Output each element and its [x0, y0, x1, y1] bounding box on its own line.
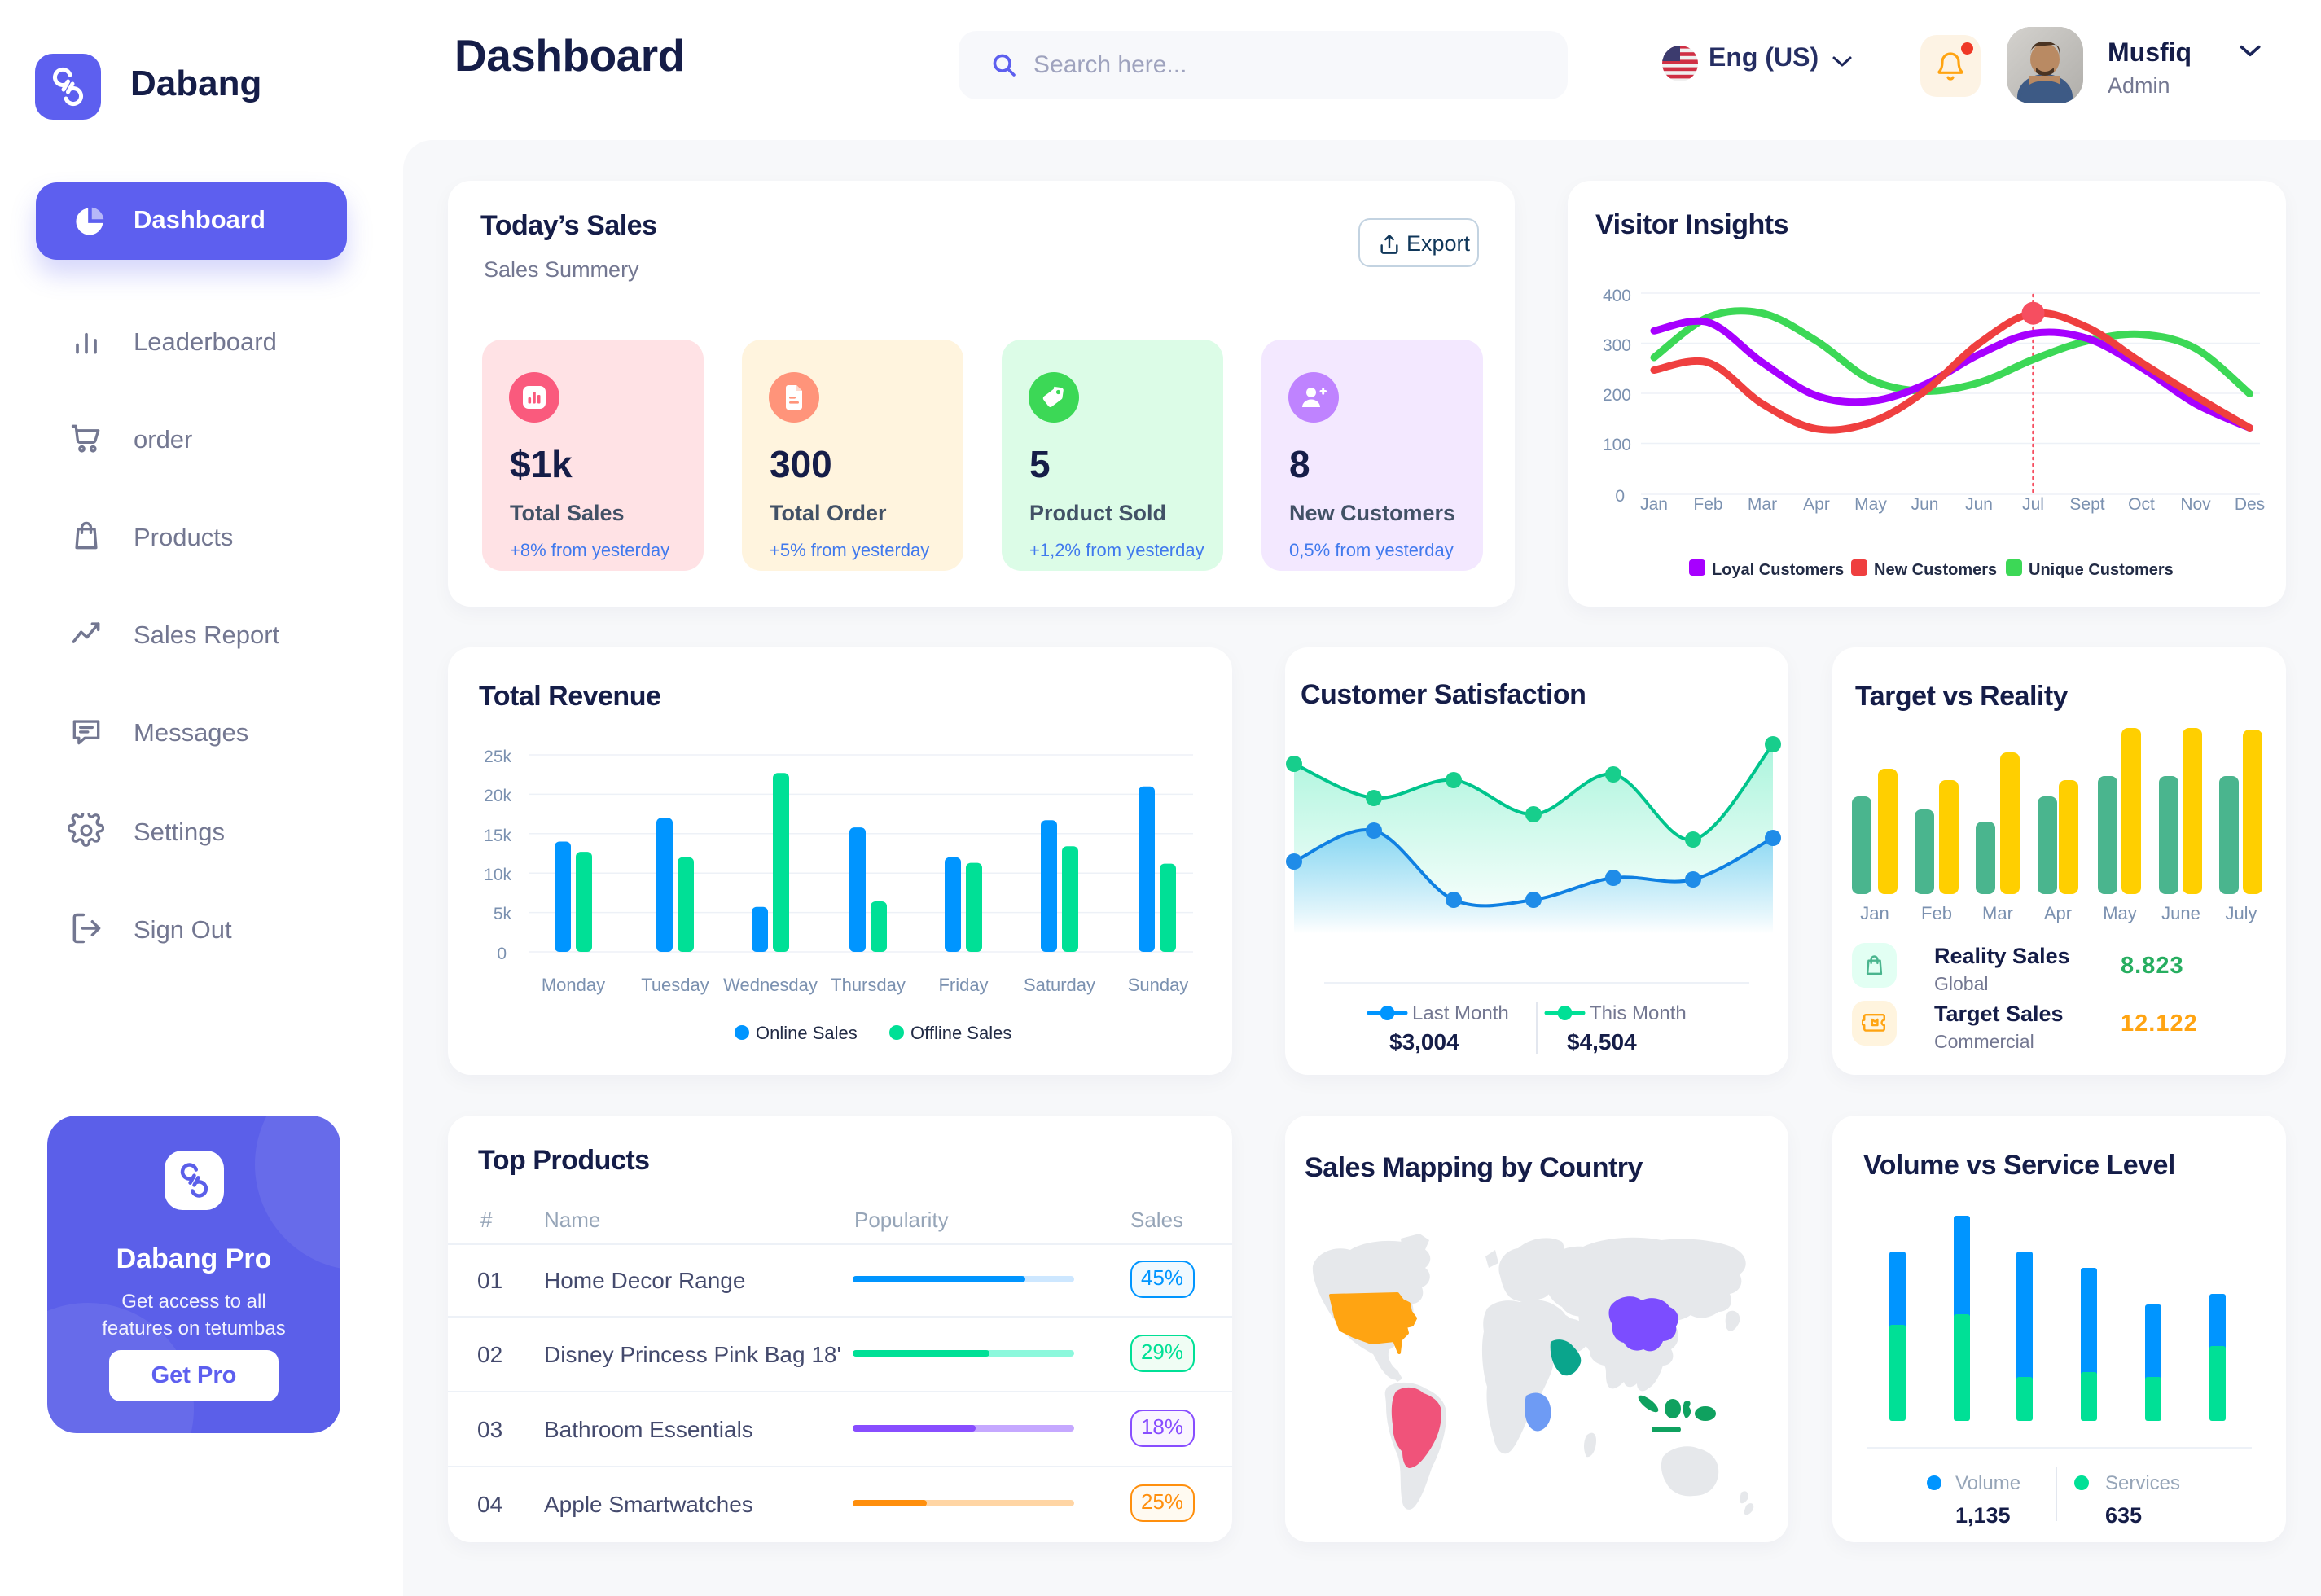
svg-text:02: 02 — [477, 1342, 502, 1367]
svg-text:Sales: Sales — [1130, 1208, 1183, 1232]
svg-text:01: 01 — [477, 1268, 502, 1293]
svg-text:03: 03 — [477, 1417, 502, 1442]
svg-text:#: # — [480, 1208, 493, 1232]
svg-text:635: 635 — [2105, 1503, 2142, 1528]
svg-text:Tuesday: Tuesday — [641, 975, 709, 995]
svg-text:June: June — [2161, 903, 2200, 923]
svg-text:Wednesday: Wednesday — [723, 975, 818, 995]
svg-text:Last Month: Last Month — [1412, 1002, 1509, 1024]
svg-text:Mar: Mar — [1748, 495, 1777, 514]
svg-text:Popularity: Popularity — [854, 1208, 949, 1232]
svg-text:Apple Smartwatches: Apple Smartwatches — [544, 1492, 753, 1517]
svg-text:Apr: Apr — [1803, 495, 1830, 514]
svg-text:Thursday: Thursday — [831, 975, 906, 995]
svg-text:Feb: Feb — [1921, 903, 1952, 923]
svg-text:July: July — [2225, 903, 2257, 923]
svg-text:Feb: Feb — [1693, 495, 1722, 514]
svg-text:25k: 25k — [484, 748, 511, 766]
svg-text:This Month: This Month — [1590, 1002, 1687, 1024]
svg-text:Jun: Jun — [1911, 495, 1939, 514]
svg-text:$3,004: $3,004 — [1389, 1029, 1459, 1054]
svg-text:300: 300 — [1603, 336, 1631, 355]
svg-text:20k: 20k — [484, 787, 511, 805]
svg-text:Jul: Jul — [2022, 495, 2044, 514]
svg-text:New Customers: New Customers — [1874, 561, 1997, 579]
svg-text:Monday: Monday — [542, 975, 605, 995]
svg-text:Commercial: Commercial — [1934, 1031, 2034, 1052]
svg-text:Global: Global — [1934, 973, 1988, 994]
svg-text:May: May — [2103, 903, 2137, 923]
svg-text:0: 0 — [1615, 487, 1625, 506]
svg-text:Disney Princess Pink Bag 18': Disney Princess Pink Bag 18' — [544, 1342, 841, 1367]
svg-text:Offline Sales: Offline Sales — [910, 1023, 1011, 1043]
svg-text:Jan: Jan — [1640, 495, 1668, 514]
svg-text:Jun: Jun — [1965, 495, 1993, 514]
svg-text:18%: 18% — [1141, 1414, 1183, 1439]
svg-text:May: May — [1854, 495, 1887, 514]
svg-text:$4,504: $4,504 — [1567, 1029, 1637, 1054]
svg-text:200: 200 — [1603, 386, 1631, 405]
svg-text:Saturday: Saturday — [1024, 975, 1095, 995]
svg-text:1,135: 1,135 — [1955, 1503, 2011, 1528]
svg-text:Bathroom Essentials: Bathroom Essentials — [544, 1417, 753, 1442]
svg-text:100: 100 — [1603, 436, 1631, 454]
svg-text:Target Sales: Target Sales — [1934, 1002, 2064, 1026]
svg-text:10k: 10k — [484, 866, 511, 884]
svg-text:Oct: Oct — [2128, 495, 2155, 514]
svg-text:45%: 45% — [1141, 1265, 1183, 1290]
svg-text:Volume: Volume — [1955, 1472, 2020, 1494]
svg-text:Friday: Friday — [938, 975, 988, 995]
svg-text:Unique Customers: Unique Customers — [2029, 561, 2174, 579]
svg-text:Services: Services — [2105, 1472, 2180, 1494]
svg-text:400: 400 — [1603, 287, 1631, 305]
svg-text:Home Decor Range: Home Decor Range — [544, 1268, 745, 1293]
svg-text:Online Sales: Online Sales — [756, 1023, 858, 1043]
svg-text:Apr: Apr — [2044, 903, 2072, 923]
svg-text:8.823: 8.823 — [2121, 953, 2184, 979]
svg-text:15k: 15k — [484, 826, 511, 845]
svg-text:Sunday: Sunday — [1128, 975, 1189, 995]
svg-text:Reality Sales: Reality Sales — [1934, 944, 2070, 968]
svg-text:Mar: Mar — [1982, 903, 2013, 923]
svg-text:Name: Name — [544, 1208, 600, 1232]
svg-text:5k: 5k — [494, 905, 512, 923]
svg-text:25%: 25% — [1141, 1489, 1183, 1514]
svg-text:Sept: Sept — [2069, 495, 2104, 514]
svg-text:Jan: Jan — [1860, 903, 1889, 923]
svg-text:Des: Des — [2235, 495, 2265, 514]
svg-text:12.122: 12.122 — [2121, 1011, 2198, 1037]
svg-text:Nov: Nov — [2180, 495, 2211, 514]
svg-text:29%: 29% — [1141, 1340, 1183, 1364]
svg-text:04: 04 — [477, 1492, 502, 1517]
svg-text:0: 0 — [497, 945, 507, 963]
svg-text:Loyal Customers: Loyal Customers — [1712, 561, 1844, 579]
